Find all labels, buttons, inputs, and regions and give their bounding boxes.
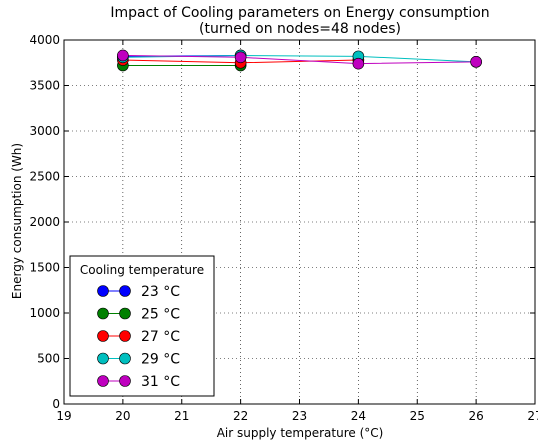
x-tick-label: 20	[115, 409, 130, 423]
series-31	[117, 49, 482, 70]
legend-entry: 29 °C	[97, 352, 180, 368]
legend-entry: 31 °C	[97, 374, 180, 390]
data-point	[470, 56, 482, 68]
legend-marker	[97, 352, 109, 365]
x-tick-label: 21	[174, 409, 189, 423]
legend-marker	[97, 375, 109, 387]
legend-title: Cooling temperature	[80, 263, 204, 277]
legend-label: 27 °C	[141, 329, 180, 345]
x-axis-label: Air supply temperature (°C)	[217, 426, 384, 440]
legend-label: 25 °C	[141, 307, 180, 323]
legend-marker	[97, 285, 109, 297]
y-axis-label: Energy consumption (Wh)	[10, 143, 24, 299]
x-tick-label: 19	[56, 409, 71, 423]
x-tick-label: 25	[410, 409, 425, 423]
legend-entries: 23 °C 25 °C 27 °C 29 °C 31 °C	[97, 284, 180, 390]
ticks: 19 20 21 22 23 24 25 26 27 0 500 1000 1500 2000 2500 30…	[29, 33, 538, 423]
x-tick-label: 24	[351, 409, 366, 423]
y-tick-label: 3000	[29, 124, 60, 138]
data-point	[117, 49, 129, 62]
legend-marker	[119, 285, 131, 297]
series-line	[122, 54, 477, 65]
y-tick-label: 2000	[29, 215, 60, 229]
y-tick-label: 2500	[29, 170, 60, 184]
legend: Cooling temperature 23 °C 25 °C 27 °C 29 °C…	[69, 255, 215, 397]
legend-label: 23 °C	[141, 284, 180, 300]
y-tick-label: 0	[52, 397, 60, 411]
x-tick-label: 22	[233, 409, 248, 423]
x-tick-label: 23	[292, 409, 307, 423]
legend-marker	[97, 330, 109, 342]
legend-entry: 27 °C	[97, 329, 180, 345]
y-tick-label: 500	[37, 352, 60, 366]
legend-marker	[119, 330, 131, 342]
y-tick-label: 1500	[29, 261, 60, 275]
data-point	[352, 57, 365, 70]
y-tick-label: 4000	[29, 33, 60, 47]
x-tick-label: 26	[468, 409, 483, 423]
legend-marker	[97, 307, 109, 320]
data-point	[234, 51, 247, 64]
chart-subtitle: (turned on nodes=48 nodes)	[199, 21, 401, 37]
legend-box	[69, 255, 215, 397]
legend-entry: 25 °C	[97, 307, 180, 323]
legend-label: 29 °C	[141, 352, 180, 368]
legend-marker	[119, 375, 131, 387]
y-tick-label: 3500	[29, 79, 60, 93]
series-layer	[117, 49, 482, 72]
y-tick-label: 1000	[29, 306, 60, 320]
legend-label: 31 °C	[141, 374, 180, 390]
legend-entry: 23 °C	[97, 284, 180, 300]
chart-title: Impact of Cooling parameters on Energy c…	[110, 5, 489, 21]
legend-marker	[119, 352, 131, 365]
legend-marker	[119, 307, 131, 320]
x-tick-label: 27	[527, 409, 538, 423]
